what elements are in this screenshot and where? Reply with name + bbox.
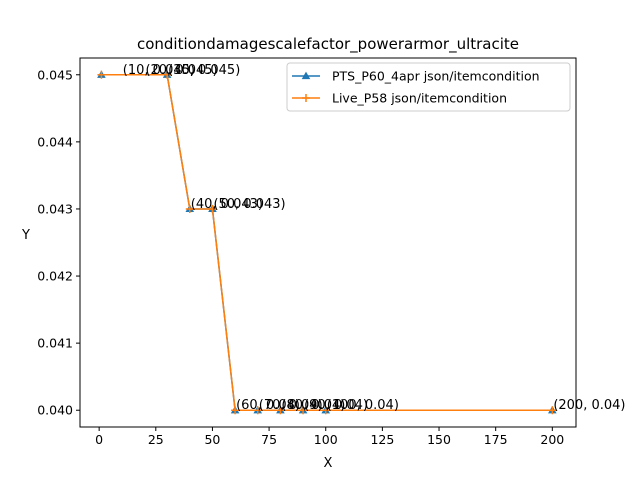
x-tick-label: 175 [484, 432, 508, 447]
x-tick-label: 50 [204, 432, 220, 447]
data-label: (200, 0.04) [553, 398, 625, 413]
data-label: (10, 0.045) [123, 63, 195, 78]
data-point [208, 204, 217, 213]
y-tick-label: 0.042 [37, 269, 73, 284]
data-label: (80, 0.04) [281, 398, 345, 413]
legend-swatch-marker [301, 71, 311, 80]
y-tick-label: 0.040 [37, 403, 73, 418]
y-tick-label: 0.041 [37, 336, 73, 351]
x-tick-label: 25 [148, 432, 164, 447]
x-tick-label: 75 [261, 432, 277, 447]
y-tick-label: 0.045 [37, 67, 73, 82]
x-tick-label: 100 [314, 432, 338, 447]
plot-area: 0 25 50 75 100 125 150 175 200 0.040 0.041 0.042 0.0… [37, 63, 625, 447]
series-line [101, 74, 553, 411]
data-label: (90, 0.04) [304, 398, 368, 413]
data-label: (70, 0.04) [259, 398, 323, 413]
data-point [253, 406, 262, 415]
data-label: (100, 0.04) [327, 398, 399, 413]
x-axis-label: X [324, 456, 333, 471]
y-tick-label: 0.044 [37, 134, 73, 149]
x-tick-label: 0 [95, 432, 103, 447]
data-point [231, 406, 240, 415]
data-point [299, 406, 308, 415]
chart-title: conditiondamagescalefactor_powerarmor_ul… [137, 35, 519, 54]
data-point [163, 70, 172, 79]
legend-items: PTS_P60_4apr json/itemcondition Live_P58 … [292, 69, 540, 106]
data-label: (20, 0.045) [145, 63, 217, 78]
data-label: (40, 0.043) [191, 197, 263, 212]
x-tick-label: 200 [540, 432, 564, 447]
legend-swatch-marker [302, 94, 310, 102]
data-point [321, 406, 330, 415]
data-label: (50, 0.043) [213, 197, 285, 212]
y-axis-label: Y [21, 228, 30, 243]
y-tick-label: 0.043 [37, 201, 73, 216]
legend-box [286, 62, 571, 112]
data-label: (30, 0.045) [168, 63, 240, 78]
axes-frame [79, 57, 577, 428]
data-point [276, 406, 285, 415]
x-tick-label: 150 [427, 432, 451, 447]
data-point [97, 70, 106, 79]
x-tick-label: 125 [370, 432, 394, 447]
data-label: (60, 0.04) [236, 398, 300, 413]
legend: PTS_P60_4apr json/itemcondition Live_P58 … [286, 62, 571, 112]
data-point [548, 406, 557, 415]
legend-entry-label: PTS_P60_4apr json/itemcondition [332, 69, 540, 84]
data-point [185, 204, 194, 213]
legend-entry-label: Live_P58 json/itemcondition [332, 91, 507, 106]
